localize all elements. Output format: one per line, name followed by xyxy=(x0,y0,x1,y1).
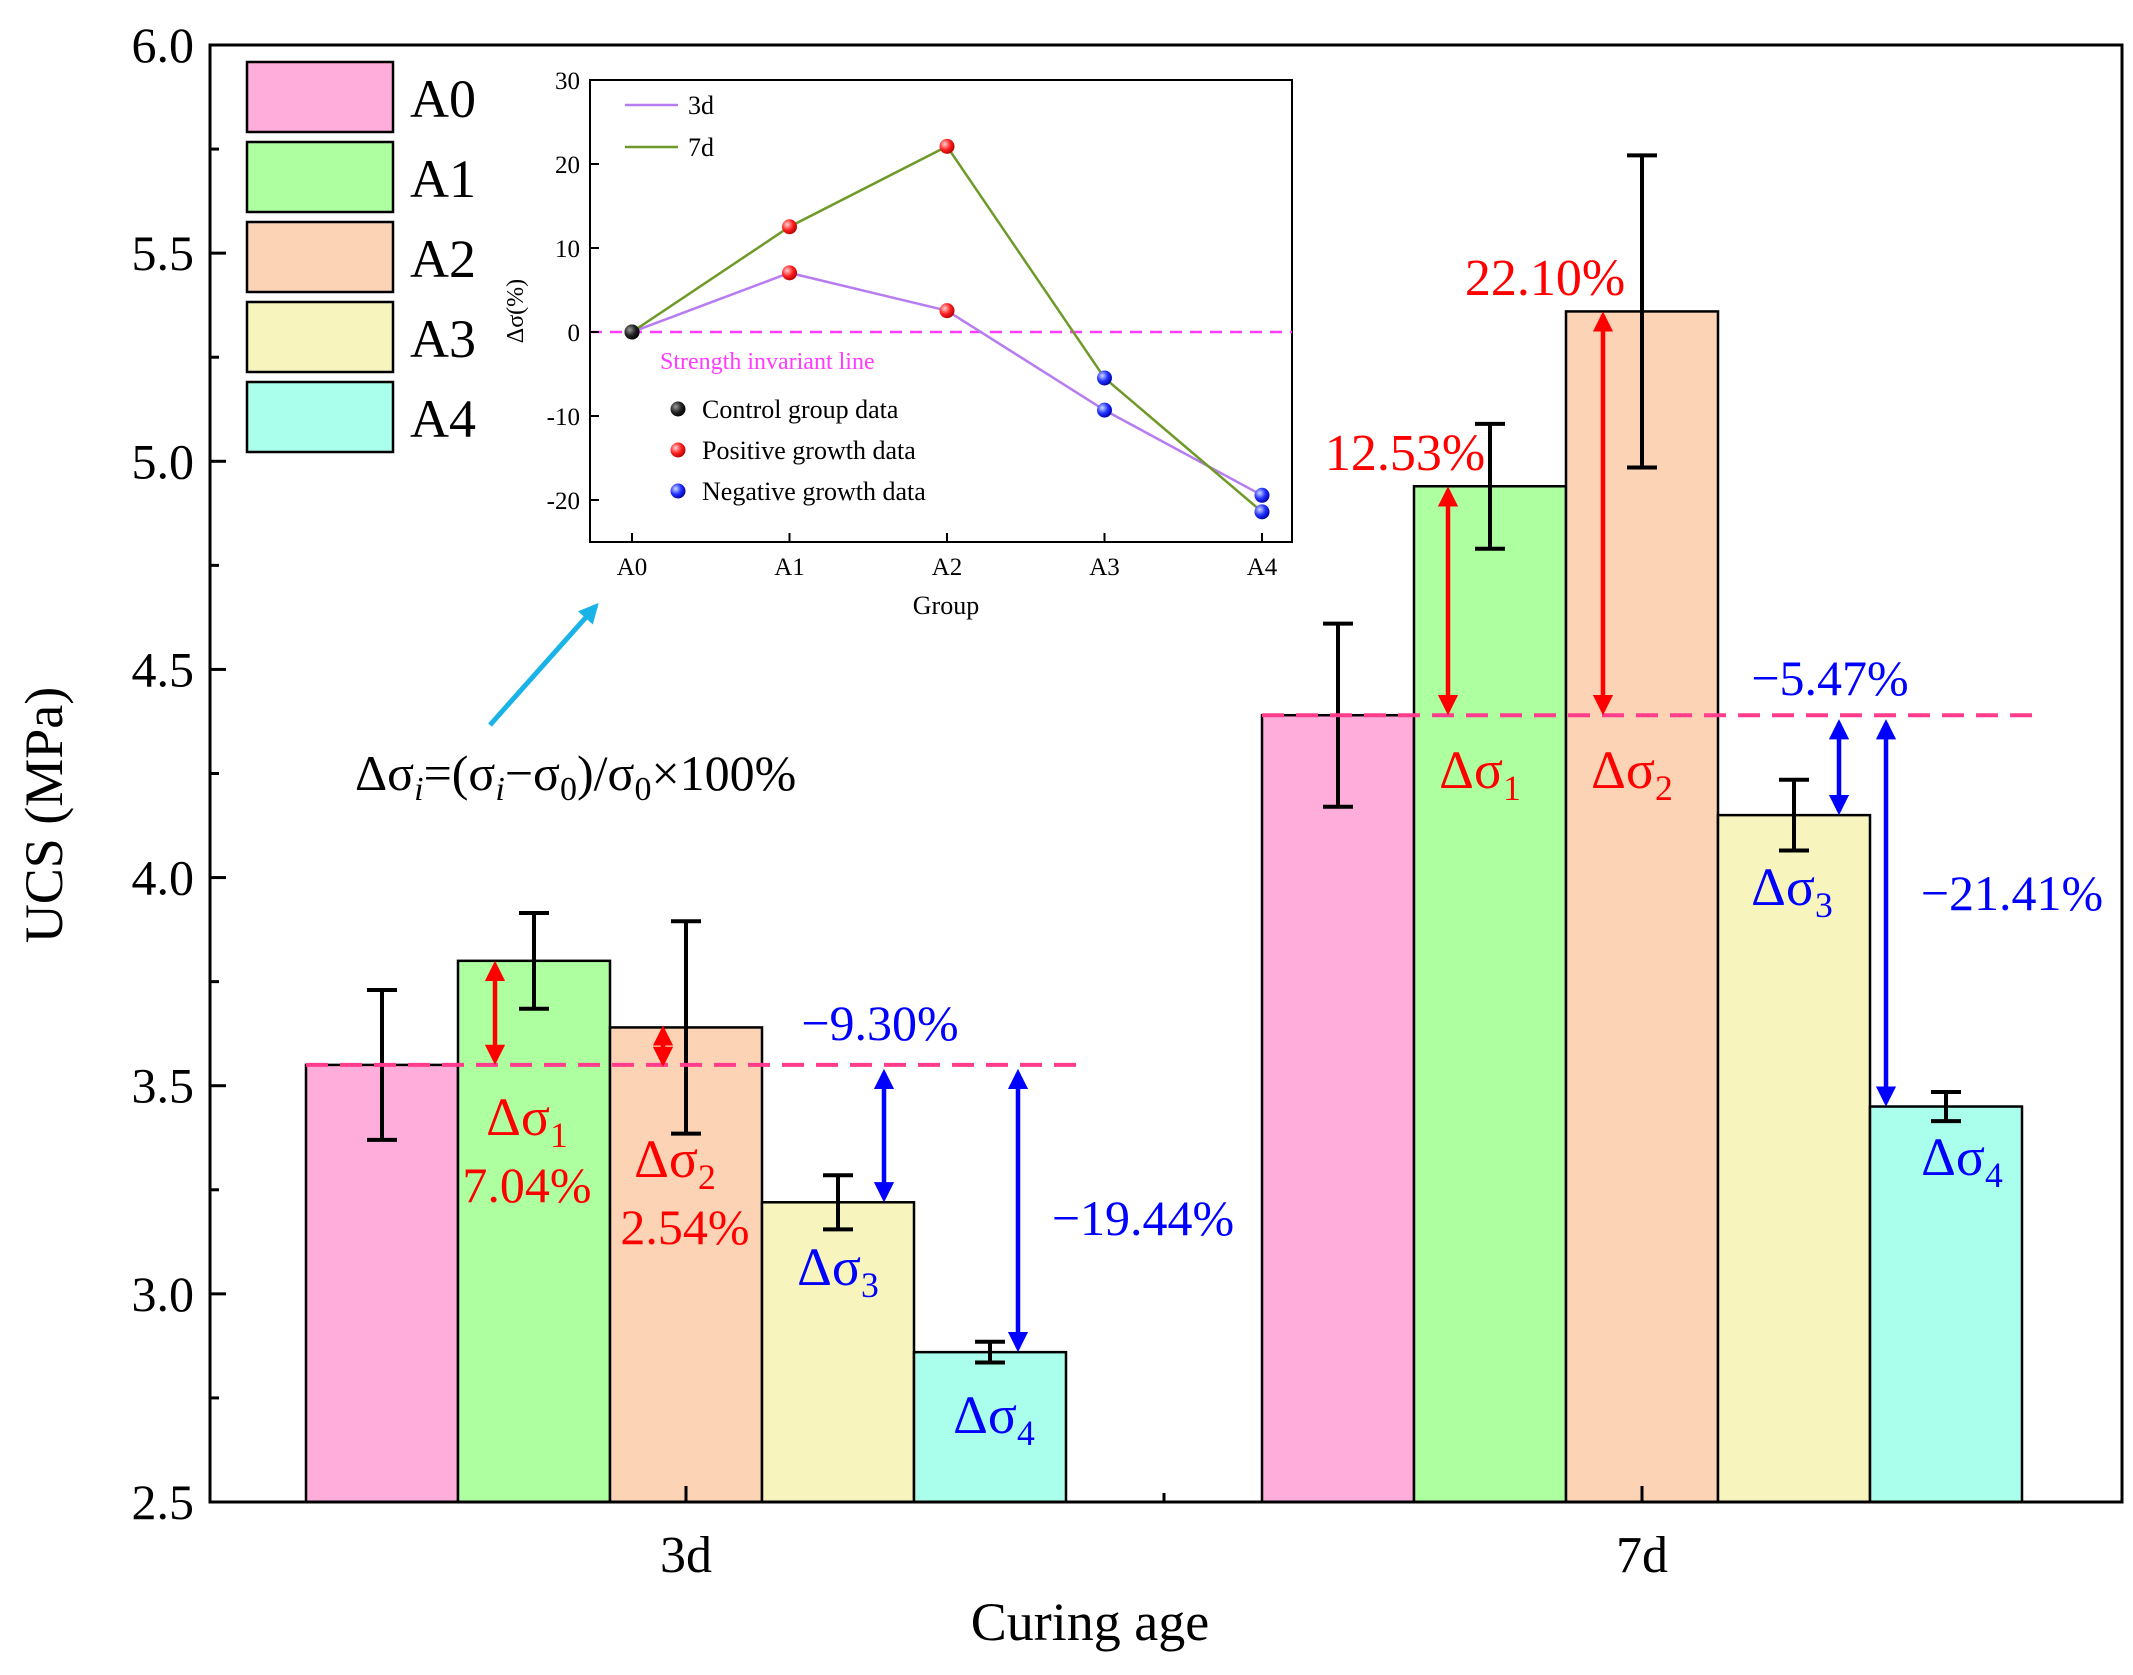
inset-x-tick-label: A4 xyxy=(1247,554,1278,581)
x-tick-label: 7d xyxy=(1616,1527,1668,1584)
error-bar-A1-7d xyxy=(1475,421,1505,551)
bar-A1-7d xyxy=(1412,485,1568,1504)
inset-y-tick-label: 20 xyxy=(555,152,580,179)
inset-legend-label-3d: 3d xyxy=(688,91,714,120)
inset-point-3d-A4 xyxy=(1254,487,1270,503)
legend-swatch-A0 xyxy=(245,60,395,134)
bar-A1-3d xyxy=(456,959,612,1504)
bar-A0-7d xyxy=(1260,713,1416,1504)
error-bar-A3-7d xyxy=(1779,777,1809,853)
delta-percent: 2.54% xyxy=(620,1199,749,1255)
inset-y-tick-label: 0 xyxy=(568,320,581,347)
inset-chart: Strength invariant line -20 -10 0 10 20 30 A0 A1… xyxy=(503,68,1293,620)
inset-marker-legend-dot xyxy=(670,442,686,458)
bar-A3-3d xyxy=(760,1201,916,1504)
inset-point-7d-A1 xyxy=(782,219,797,235)
delta-percent: −5.47% xyxy=(1751,650,1908,706)
bar-A3-7d xyxy=(1716,813,1872,1504)
y-tick-label: 2.5 xyxy=(132,1474,195,1530)
y-tick-label: 5.5 xyxy=(132,225,195,281)
legend-label-A0: A0 xyxy=(410,69,476,129)
main-axes: 2.5 3.0 3.5 4.0 4.5 5.0 5.5 6.0 3d 7d xyxy=(132,17,2124,1584)
inset-y-tick-label: -20 xyxy=(547,488,580,515)
legend-swatch-A2 xyxy=(245,220,395,294)
y-tick-label: 4.0 xyxy=(132,850,195,906)
y-tick-label: 4.5 xyxy=(132,641,195,697)
error-bar-A1-3d xyxy=(519,910,549,1011)
y-tick-label: 5.0 xyxy=(132,433,195,489)
inset-x-axis-title: Group xyxy=(913,591,979,620)
delta-percent: −21.41% xyxy=(1921,865,2103,921)
formula-pointer-arrow xyxy=(488,603,599,727)
error-bar-A4-3d xyxy=(975,1339,1005,1365)
legend-swatch-A3 xyxy=(245,300,395,374)
main-legend: A0 A1 A2 A3 A4 xyxy=(245,60,476,454)
legend-label-A4: A4 xyxy=(410,389,476,449)
strength-invariant-label: Strength invariant line xyxy=(660,349,875,375)
delta-percent: 7.04% xyxy=(462,1157,591,1213)
inset-point-7d-A2 xyxy=(939,138,955,154)
delta-formula: Δσi=(σi−σ0)/σ0×100% xyxy=(355,745,796,808)
delta-percent: 22.10% xyxy=(1465,250,1625,307)
inset-legend-label-7d: 7d xyxy=(688,133,714,162)
error-bar-A2-7d xyxy=(1627,153,1657,470)
inset-y-axis-title: Δσ(%) xyxy=(503,279,529,343)
inset-marker-legend-label: Positive growth data xyxy=(702,436,916,465)
inset-y-tick-label: 30 xyxy=(555,68,580,95)
inset-x-tick-label: A1 xyxy=(774,554,805,581)
error-bars-layer xyxy=(367,153,1961,1365)
inset-y-tick-label: -10 xyxy=(547,404,580,431)
inset-y-tick-label: 10 xyxy=(555,236,580,263)
delta-label-3: Δσ3 xyxy=(1751,857,1833,925)
y-tick-label: 3.0 xyxy=(132,1266,195,1322)
inset-point-3d-A3 xyxy=(1097,402,1112,418)
delta-label-2: Δσ2 xyxy=(1591,740,1673,808)
inset-x-tick-label: A0 xyxy=(617,554,648,581)
error-bar-A4-7d xyxy=(1931,1089,1961,1124)
inset-point-3d-A1 xyxy=(782,265,797,281)
inset-point-7d-A4 xyxy=(1254,504,1270,520)
y-tick-label: 6.0 xyxy=(132,17,195,73)
bar-A2-7d xyxy=(1564,310,1720,1504)
reference-lines-layer xyxy=(306,713,2032,1067)
inset-marker-legend-label: Negative growth data xyxy=(702,477,926,506)
bar-A4-7d xyxy=(1868,1105,2024,1504)
delta-label-4: Δσ4 xyxy=(953,1385,1035,1453)
y-axis-title: UCS (MPa) xyxy=(14,687,74,944)
delta-percent: 12.53% xyxy=(1325,425,1485,482)
delta-label-2: Δσ2 xyxy=(634,1129,716,1197)
legend-label-A3: A3 xyxy=(410,309,476,369)
inset-x-tick-label: A2 xyxy=(932,554,963,581)
inset-point-7d-A3 xyxy=(1097,370,1112,386)
error-bar-A2-3d xyxy=(671,919,701,1136)
delta-percent: −19.44% xyxy=(1052,1190,1234,1246)
legend-swatch-A1 xyxy=(245,140,395,214)
delta-label-3: Δσ3 xyxy=(797,1237,879,1305)
inset-point-7d-A0 xyxy=(624,324,640,340)
delta-percent: −9.30% xyxy=(801,995,958,1051)
inset-x-tick-label: A3 xyxy=(1089,554,1120,581)
legend-label-A2: A2 xyxy=(410,229,476,289)
error-bar-A3-3d xyxy=(823,1173,853,1232)
x-tick-label: 3d xyxy=(660,1527,712,1584)
delta-label-1: Δσ1 xyxy=(486,1087,568,1155)
inset-marker-legend-label: Control group data xyxy=(702,395,899,424)
inset-point-3d-A2 xyxy=(939,303,955,319)
delta-label-4: Δσ4 xyxy=(1921,1127,2003,1195)
legend-swatch-A4 xyxy=(245,380,395,454)
y-tick-label: 3.5 xyxy=(132,1058,195,1114)
inset-marker-legend-dot xyxy=(670,483,686,499)
x-axis-title: Curing age xyxy=(971,1592,1209,1652)
delta-label-1: Δσ1 xyxy=(1439,740,1521,808)
legend-label-A1: A1 xyxy=(410,149,476,209)
inset-marker-legend-dot xyxy=(670,401,686,417)
